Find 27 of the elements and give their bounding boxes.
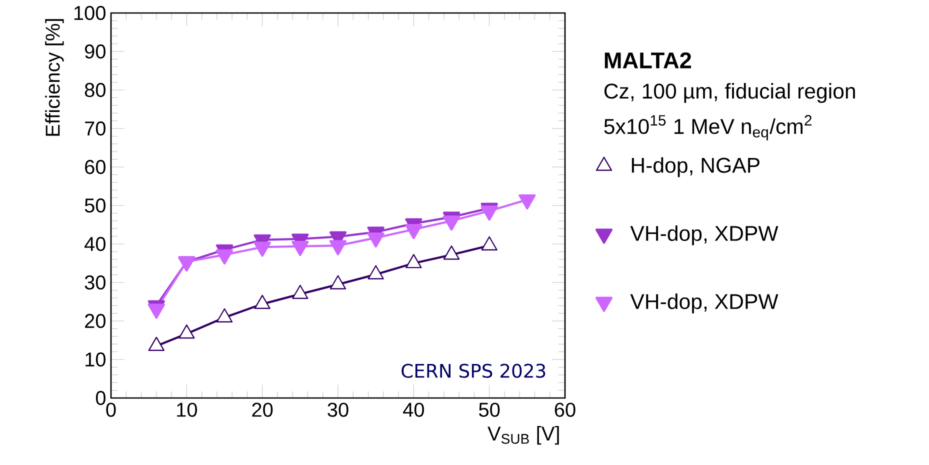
x-axis-title: V$_{SUB}$ [V]	[488, 426, 559, 445]
y-tick-label: 50	[84, 198, 106, 213]
legend-label: H-dop, NGAP	[632, 157, 760, 178]
y-tick-label: 40	[84, 236, 106, 252]
x-tick-label: 10	[177, 402, 197, 417]
y-tick-label: 100	[74, 6, 106, 20]
x-tick-label: 20	[252, 402, 273, 417]
legend-label: VH-dop, XDPW	[630, 225, 778, 246]
y-tick-label: 20	[85, 314, 106, 328]
y-tick-label: 70	[85, 121, 106, 136]
x-tick-label: 50	[479, 402, 500, 417]
y-tick-label: 30	[84, 275, 106, 290]
annotation: CERN SPS 2023	[402, 364, 546, 378]
y-tick-label: 60	[85, 160, 106, 174]
text: Cz, 100 µm, fiducial region	[604, 83, 855, 103]
x-tick-label: 40	[403, 402, 424, 417]
text: MALTA2	[604, 52, 692, 68]
y-tick-label: 0	[96, 390, 106, 406]
x-tick-label: 30	[328, 402, 348, 417]
legend-label: VH-dop, XDPW	[630, 293, 778, 314]
text: 5x10$^{15}$ 1 MeV n$_{eq}$/cm$^{2}$	[604, 115, 812, 140]
y-tick-label: 90	[84, 44, 106, 59]
x-tick-label: 0	[106, 402, 116, 417]
y-axis-title: Efficiency [%]	[45, 19, 64, 136]
x-tick-label: 60	[554, 402, 576, 417]
y-tick-label: 10	[86, 352, 106, 367]
y-tick-label: 80	[84, 82, 106, 98]
